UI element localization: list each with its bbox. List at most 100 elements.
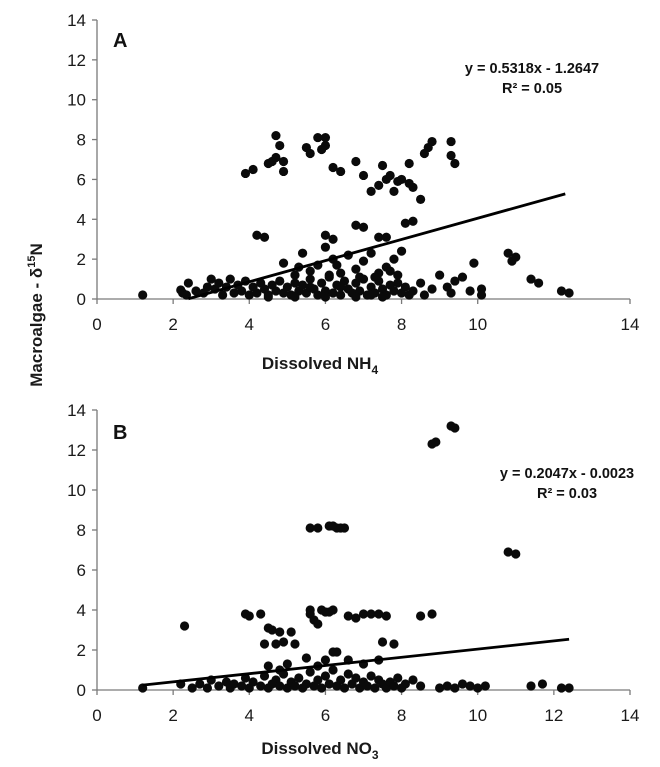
data-point	[229, 288, 239, 298]
data-point	[457, 679, 468, 689]
data-point	[442, 681, 452, 691]
data-point	[556, 683, 567, 693]
data-point	[446, 150, 456, 161]
x-axis-title: Dissolved NH4	[262, 354, 379, 377]
data-point	[244, 611, 254, 621]
data-point	[179, 621, 190, 631]
data-point	[400, 218, 410, 228]
y-tick-label: 8	[77, 521, 86, 540]
data-point	[381, 611, 391, 621]
data-point	[351, 156, 361, 167]
data-point	[366, 248, 376, 258]
data-point	[290, 292, 300, 302]
data-point	[450, 158, 460, 169]
data-point	[252, 230, 262, 240]
y-tick-label: 0	[77, 681, 86, 700]
data-point	[275, 681, 285, 691]
data-point	[313, 523, 323, 533]
y-tick-labels: 0 2 4 6 8 10 12 14	[67, 11, 97, 309]
y-tick-label: 14	[67, 11, 86, 30]
data-point	[297, 248, 308, 258]
data-point	[317, 278, 327, 288]
data-point	[328, 665, 338, 675]
data-point	[237, 286, 247, 296]
data-point	[187, 683, 197, 693]
data-point	[416, 194, 426, 204]
data-point	[290, 639, 300, 649]
data-point	[294, 673, 304, 683]
data-point	[202, 683, 213, 693]
data-point	[366, 290, 376, 300]
data-point	[476, 290, 487, 300]
data-point	[393, 278, 403, 288]
data-point	[393, 673, 403, 683]
data-point	[328, 162, 338, 173]
data-point	[320, 671, 331, 681]
data-point	[400, 679, 410, 689]
data-point	[366, 186, 376, 196]
data-point	[301, 679, 311, 689]
data-point	[278, 637, 289, 647]
data-point	[358, 170, 369, 181]
data-point	[351, 292, 361, 302]
data-point	[389, 186, 399, 196]
data-point	[564, 288, 574, 298]
data-point	[305, 523, 315, 533]
trendline	[142, 637, 570, 687]
data-point	[396, 174, 407, 185]
y-tick-label: 6	[77, 170, 86, 189]
data-point	[191, 286, 201, 296]
y-tick-labels: 0 2 4 6 8 10 12 14	[67, 401, 97, 700]
data-point	[320, 655, 331, 665]
data-point	[282, 282, 292, 292]
data-point	[328, 288, 338, 298]
data-point	[305, 282, 315, 292]
data-point	[320, 140, 331, 151]
x-tick-label: 6	[321, 706, 330, 725]
data-point	[435, 270, 445, 280]
data-point	[275, 140, 285, 151]
data-point	[408, 675, 418, 685]
data-point	[377, 292, 388, 302]
data-point	[271, 130, 281, 141]
y-tick-label: 12	[67, 441, 86, 460]
data-point	[278, 258, 289, 268]
data-point	[503, 248, 513, 258]
data-point	[313, 619, 323, 629]
data-point	[290, 278, 300, 288]
x-tick-label: 14	[621, 315, 640, 334]
data-point	[271, 286, 281, 296]
data-point	[206, 274, 216, 284]
data-point	[320, 292, 331, 302]
trendline-equation: y = 0.2047x - 0.0023	[500, 466, 634, 482]
x-tick-label: 0	[92, 315, 101, 334]
y-tick-label: 14	[67, 401, 86, 420]
data-point	[469, 258, 479, 268]
y-tick-label: 10	[67, 481, 86, 500]
data-point	[362, 681, 372, 691]
data-point	[381, 232, 391, 242]
data-point	[446, 136, 456, 147]
data-points	[138, 421, 574, 693]
data-point	[259, 232, 270, 242]
data-point	[351, 264, 361, 274]
panel-label: B	[113, 422, 127, 444]
trendline	[187, 192, 566, 301]
y-tick-label: 12	[67, 51, 86, 70]
x-axis-title: Dissolved NO3	[261, 739, 379, 762]
data-point	[408, 286, 418, 296]
y-tick-label: 4	[77, 601, 86, 620]
data-point	[252, 288, 262, 298]
data-point	[534, 278, 544, 288]
x-tick-labels: 0 2 4 6 8 10 12 14	[92, 690, 639, 725]
data-point	[320, 230, 331, 240]
data-point	[355, 272, 365, 282]
data-point	[389, 681, 399, 691]
data-point	[416, 278, 426, 288]
data-point	[385, 170, 395, 181]
data-point	[389, 286, 399, 296]
x-tick-label: 6	[321, 315, 330, 334]
data-points	[138, 130, 574, 302]
data-point	[286, 627, 296, 637]
